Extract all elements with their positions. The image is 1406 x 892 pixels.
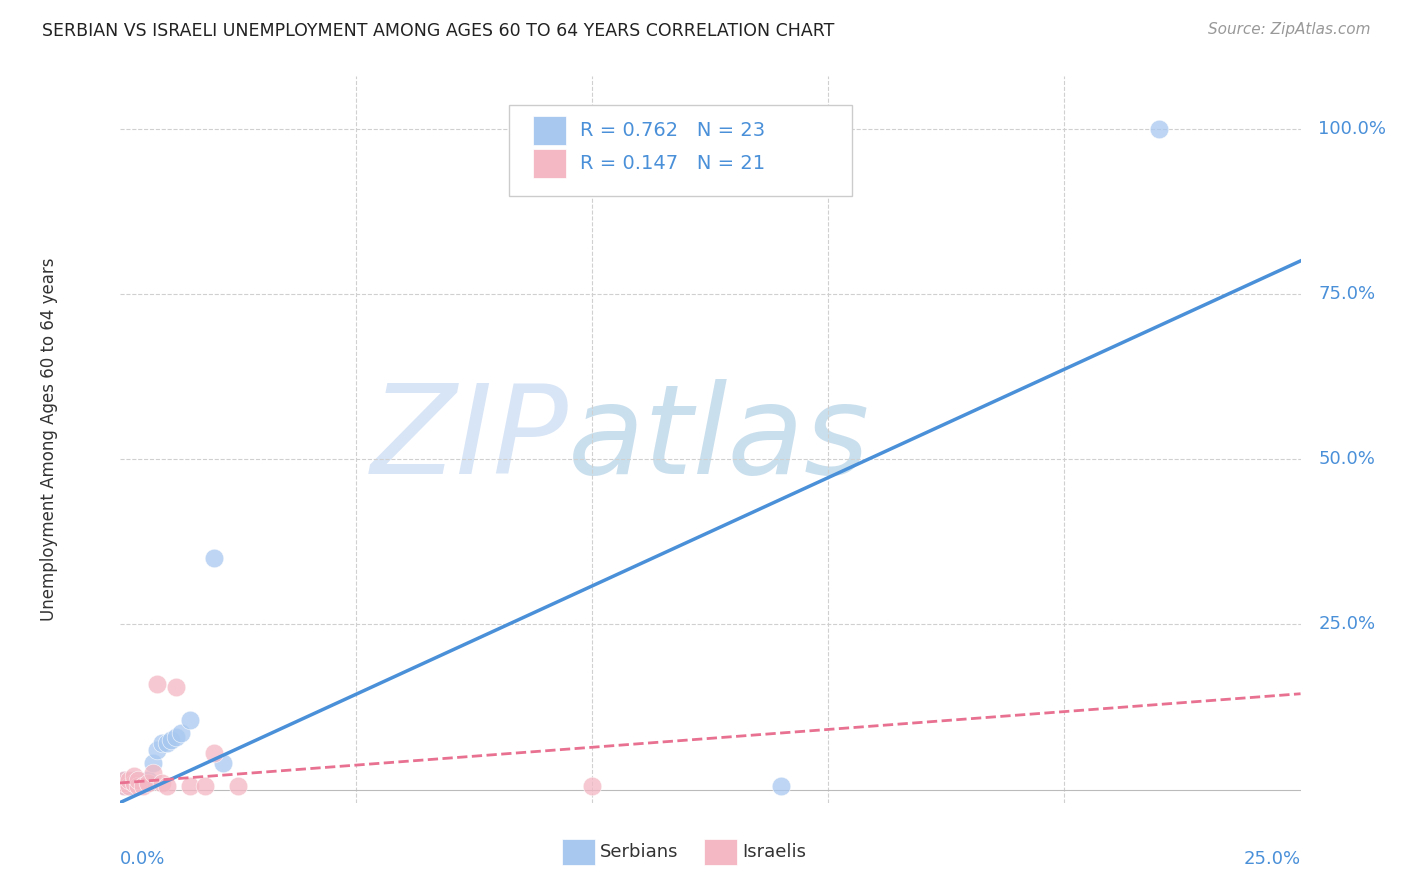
Point — [122, 779, 145, 793]
Point — [1147, 121, 1170, 136]
Bar — [704, 839, 737, 865]
Text: 50.0%: 50.0% — [1319, 450, 1375, 468]
Point — [136, 772, 159, 787]
Point — [118, 779, 141, 793]
Point — [156, 736, 179, 750]
Point — [127, 776, 149, 790]
Point — [179, 779, 201, 793]
Point — [132, 776, 155, 790]
Point — [581, 779, 603, 793]
Point — [122, 772, 145, 787]
Bar — [562, 839, 596, 865]
Text: SERBIAN VS ISRAELI UNEMPLOYMENT AMONG AGES 60 TO 64 YEARS CORRELATION CHART: SERBIAN VS ISRAELI UNEMPLOYMENT AMONG AG… — [42, 22, 835, 40]
Point — [170, 726, 193, 740]
Text: R = 0.147   N = 21: R = 0.147 N = 21 — [581, 153, 765, 172]
Point — [112, 779, 135, 793]
Point — [112, 772, 135, 787]
Text: Israelis: Israelis — [742, 843, 806, 862]
Text: Serbians: Serbians — [600, 843, 679, 862]
Point — [212, 756, 235, 771]
Text: 25.0%: 25.0% — [1243, 850, 1301, 868]
Point — [156, 779, 179, 793]
Text: 0.0%: 0.0% — [120, 850, 165, 868]
Text: 75.0%: 75.0% — [1319, 285, 1375, 303]
Point — [118, 779, 141, 793]
Point — [193, 779, 215, 793]
Point — [165, 730, 187, 744]
Text: Source: ZipAtlas.com: Source: ZipAtlas.com — [1208, 22, 1371, 37]
Point — [136, 776, 159, 790]
Point — [150, 776, 173, 790]
Point — [118, 776, 141, 790]
Point — [160, 733, 183, 747]
Point — [122, 769, 145, 783]
Point — [127, 772, 149, 787]
Point — [127, 779, 149, 793]
Point — [226, 779, 249, 793]
Point — [112, 776, 135, 790]
Text: atlas: atlas — [568, 379, 870, 500]
Point — [202, 551, 225, 566]
Point — [150, 736, 173, 750]
Point — [179, 713, 201, 727]
Text: 100.0%: 100.0% — [1319, 120, 1386, 137]
Text: R = 0.762   N = 23: R = 0.762 N = 23 — [581, 120, 765, 140]
Point — [146, 677, 169, 691]
Point — [165, 680, 187, 694]
Bar — [533, 116, 567, 145]
Point — [146, 743, 169, 757]
Point — [142, 756, 165, 771]
Point — [202, 746, 225, 760]
Point — [112, 779, 135, 793]
Point — [132, 779, 155, 793]
Point — [142, 766, 165, 780]
Text: 25.0%: 25.0% — [1319, 615, 1375, 633]
Point — [118, 772, 141, 787]
Text: ZIP: ZIP — [370, 379, 568, 500]
Point — [769, 779, 792, 793]
FancyBboxPatch shape — [509, 105, 852, 195]
Point — [112, 772, 135, 787]
Bar — [533, 148, 567, 178]
Point — [122, 776, 145, 790]
Point — [127, 779, 149, 793]
Point — [112, 776, 135, 790]
Text: Unemployment Among Ages 60 to 64 years: Unemployment Among Ages 60 to 64 years — [39, 258, 58, 621]
